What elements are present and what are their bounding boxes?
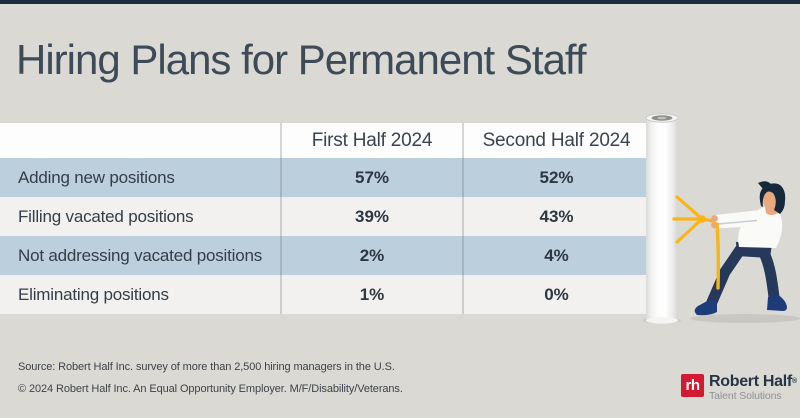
row-value-second-half: 52% — [539, 167, 574, 187]
rh-monogram-icon: rh — [681, 374, 704, 397]
row-value-first-half: 39% — [354, 206, 390, 226]
person-pulling-rolled-poster-icon — [643, 113, 800, 324]
logo-brand-name: Robert Half® — [709, 373, 797, 390]
top-accent-bar — [0, 0, 800, 4]
logo-subbrand: Talent Solutions — [709, 390, 782, 402]
header-cell-second-half: Second Half 2024 — [482, 129, 631, 151]
table-row: Eliminating positions 1% 0% — [0, 275, 650, 314]
source-text: Source: Robert Half Inc. survey of more … — [18, 361, 395, 373]
row-label: Not addressing vacated positions — [18, 245, 263, 265]
table-header-row: First Half 2024 Second Half 2024 — [0, 123, 650, 158]
copyright-text: © 2024 Robert Half Inc. An Equal Opportu… — [18, 383, 403, 395]
trademark-symbol: ® — [791, 378, 797, 385]
row-value-first-half: 2% — [359, 245, 385, 265]
row-label: Eliminating positions — [18, 284, 169, 304]
header-cell-first-half: First Half 2024 — [311, 129, 433, 151]
robert-half-logo: rh Robert Half® Talent Solutions — [681, 374, 797, 402]
row-value-first-half: 1% — [359, 284, 385, 304]
table-row: Filling vacated positions 39% 43% — [0, 197, 650, 236]
column-divider — [280, 123, 282, 314]
table-row: Adding new positions 57% 52% — [0, 158, 650, 197]
page-title: Hiring Plans for Permanent Staff — [16, 36, 587, 83]
row-value-second-half: 43% — [539, 206, 574, 226]
hiring-plans-table: First Half 2024 Second Half 2024 Adding … — [0, 123, 650, 314]
row-label: Adding new positions — [18, 167, 175, 187]
row-value-second-half: 4% — [544, 245, 569, 265]
row-value-first-half: 57% — [354, 167, 390, 187]
header-cell-empty — [0, 123, 281, 158]
row-label: Filling vacated positions — [18, 206, 194, 226]
table-row: Not addressing vacated positions 2% 4% — [0, 236, 650, 275]
column-divider — [462, 123, 464, 314]
row-value-second-half: 0% — [544, 284, 569, 304]
